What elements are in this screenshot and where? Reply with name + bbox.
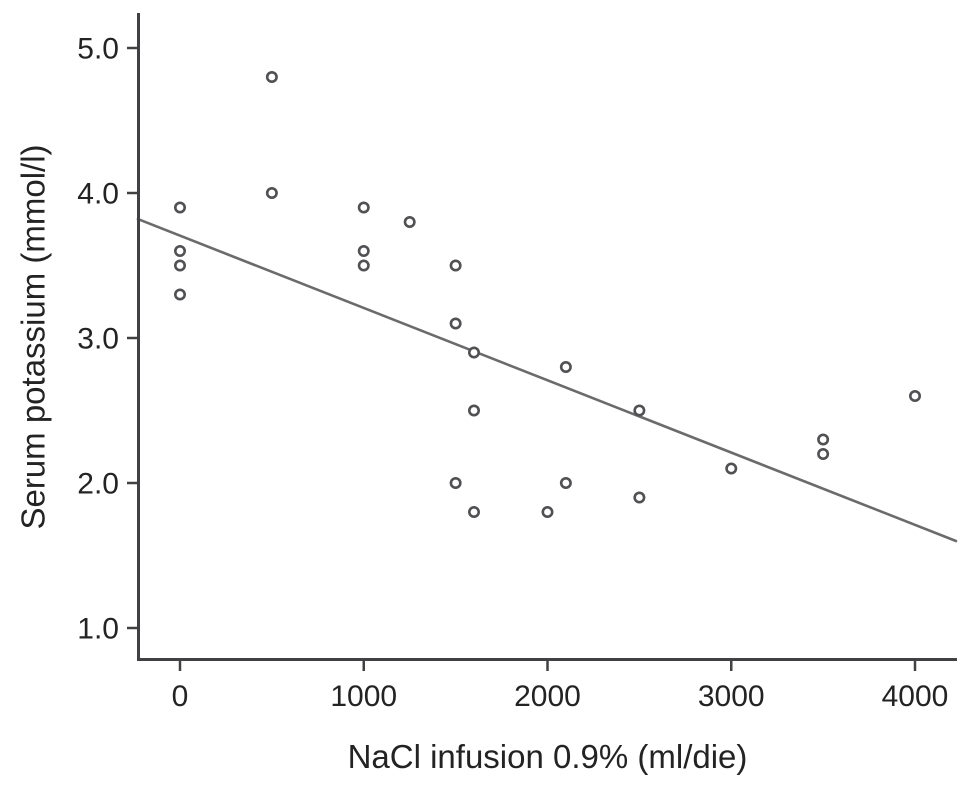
data-point-marker xyxy=(449,476,462,489)
y-tick-label: 5.0 xyxy=(77,33,119,66)
data-point-marker xyxy=(174,259,187,272)
data-point-marker xyxy=(403,216,416,229)
data-point-marker xyxy=(449,259,462,272)
data-point-marker xyxy=(817,447,830,460)
data-point-marker xyxy=(559,360,572,373)
y-tick-label: 3.0 xyxy=(77,323,119,356)
data-point-marker xyxy=(541,505,554,518)
data-point-marker xyxy=(357,201,370,214)
data-point-marker xyxy=(467,346,480,359)
data-point-marker xyxy=(265,71,278,84)
x-tick-label: 0 xyxy=(172,680,189,713)
x-tick-label: 2000 xyxy=(514,680,581,713)
data-point-marker xyxy=(265,187,278,200)
regression-line xyxy=(136,217,958,543)
x-tick-label: 3000 xyxy=(698,680,765,713)
x-axis-title: NaCl infusion 0.9% (ml/die) xyxy=(347,738,748,775)
x-tick-label: 4000 xyxy=(882,680,949,713)
data-point-marker xyxy=(449,317,462,330)
y-tick-label: 1.0 xyxy=(77,613,119,646)
y-tick-label: 4.0 xyxy=(77,178,119,211)
x-tick-label: 1000 xyxy=(330,680,397,713)
data-point-marker xyxy=(174,201,187,214)
data-point-marker xyxy=(633,491,646,504)
data-point-marker xyxy=(633,404,646,417)
data-point-marker xyxy=(725,462,738,475)
data-point-marker xyxy=(357,245,370,258)
data-point-marker xyxy=(357,259,370,272)
data-point-marker xyxy=(817,433,830,446)
data-point-marker xyxy=(174,245,187,258)
data-point-marker xyxy=(174,288,187,301)
data-point-marker xyxy=(467,404,480,417)
y-axis-title: Serum potassium (mmol/l) xyxy=(14,144,52,530)
data-point-marker xyxy=(908,389,921,402)
data-point-marker xyxy=(559,476,572,489)
data-point-marker xyxy=(467,505,480,518)
y-tick-label: 2.0 xyxy=(77,468,119,501)
